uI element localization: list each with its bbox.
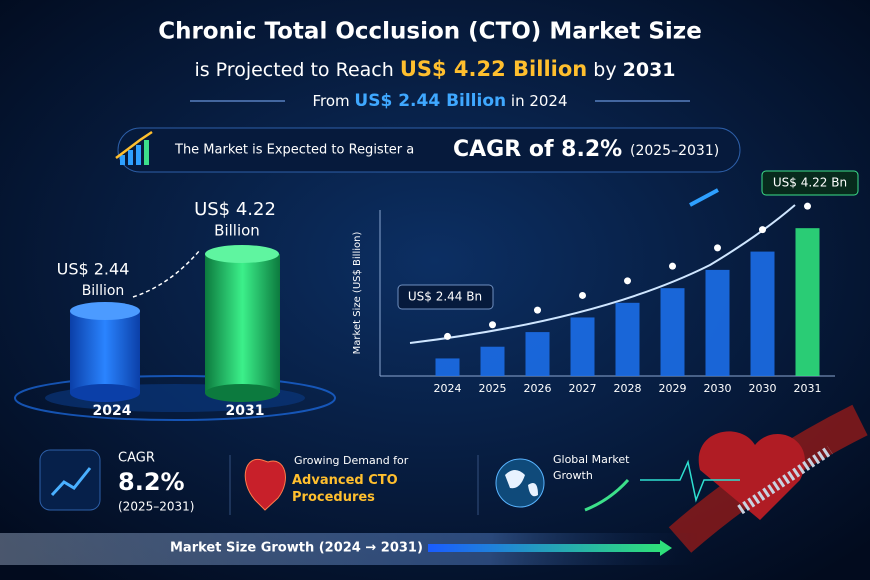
cylinder-amount: US$ 4.22 bbox=[194, 199, 276, 220]
x-tick-label: 2028 bbox=[614, 382, 642, 395]
y-axis-label: Market Size (US$ Billion) bbox=[352, 232, 363, 355]
banner-cagr: CAGR of 8.2% bbox=[453, 137, 622, 162]
x-tick-label: 2026 bbox=[524, 382, 552, 395]
bar-dot bbox=[579, 291, 586, 299]
cylinder-unit: Billion bbox=[82, 283, 125, 299]
banner-period: (2025–2031) bbox=[630, 143, 719, 159]
pulse bbox=[640, 459, 740, 503]
banner-icon bbox=[115, 130, 153, 165]
heart bbox=[698, 431, 806, 520]
footer-bar-label: Market Size Growth (2024 → 2031) bbox=[170, 541, 423, 556]
cylinder-year: 2024 bbox=[93, 403, 132, 419]
bar bbox=[480, 346, 505, 376]
stent bbox=[737, 445, 833, 515]
bar bbox=[705, 269, 730, 376]
bar bbox=[525, 332, 550, 376]
banner-text: The Market is Expected to Register a bbox=[174, 143, 414, 158]
from-amount: US$ 2.44 Billion bbox=[354, 91, 506, 111]
bar bbox=[570, 317, 595, 376]
bar bbox=[660, 288, 685, 376]
card-title: Growing Demand for bbox=[294, 454, 409, 467]
x-tick-label: 2027 bbox=[569, 382, 597, 395]
bar-dot bbox=[759, 226, 766, 234]
from-part: in 2024 bbox=[511, 92, 568, 110]
x-tick-label: 2030 bbox=[704, 382, 732, 395]
from-part: From bbox=[312, 92, 349, 110]
bar-chart: Market Size (US$ Billion) US$ 2.44 Bn US… bbox=[352, 170, 859, 395]
cylinder-top bbox=[205, 245, 279, 263]
bar-dot bbox=[804, 202, 811, 210]
x-tick-label: 2029 bbox=[659, 382, 687, 395]
title: Chronic Total Occlusion (CTO) Market Siz… bbox=[158, 19, 702, 45]
x-tick-label: 2031 bbox=[794, 382, 822, 395]
subtitle-part: is Projected to Reach bbox=[194, 59, 393, 81]
annotation-box bbox=[397, 284, 494, 310]
bar-dot bbox=[444, 332, 451, 340]
cagr-icon bbox=[39, 449, 101, 511]
cagr-icon-line bbox=[50, 467, 92, 497]
trend-arrow bbox=[689, 188, 719, 207]
cylinder-2024 bbox=[70, 311, 140, 393]
subtitle-year: 2031 bbox=[623, 59, 676, 81]
subtitle-amount: US$ 4.22 Billion bbox=[400, 57, 587, 81]
bar-dot bbox=[714, 244, 721, 252]
subtitle: is Projected to Reach US$ 4.22 Billion b… bbox=[194, 57, 675, 81]
card-title: Global Market Growth bbox=[553, 453, 630, 482]
card-value-box: Advanced CTO Procedures bbox=[292, 473, 398, 505]
footer-arrowhead bbox=[660, 540, 672, 556]
x-tick-label: 2024 bbox=[434, 382, 462, 395]
growth-arrow bbox=[584, 478, 630, 512]
card-period: (2025–2031) bbox=[118, 500, 194, 514]
globe-land bbox=[505, 470, 538, 497]
x-tick-label: 2025 bbox=[479, 382, 507, 395]
bar bbox=[750, 251, 775, 376]
heart-icon bbox=[244, 458, 286, 511]
subtitle-part: by bbox=[593, 59, 616, 81]
cylinder-year: 2031 bbox=[226, 403, 265, 419]
card-value: 8.2% bbox=[118, 468, 185, 496]
cylinder-amount: US$ 2.44 bbox=[57, 260, 130, 279]
bar bbox=[615, 302, 640, 376]
cylinder-top bbox=[70, 302, 140, 320]
bar bbox=[795, 228, 820, 376]
growth-arrow bbox=[132, 249, 201, 298]
card-title: CAGR bbox=[118, 451, 155, 466]
annotation-box bbox=[761, 170, 859, 196]
cylinder-base bbox=[205, 384, 279, 402]
annotation: US$ 2.44 Bn bbox=[408, 290, 482, 304]
footer-arrow bbox=[428, 544, 660, 552]
from-line: From US$ 2.44 Billion in 2024 bbox=[312, 91, 567, 111]
bar-dot bbox=[489, 321, 496, 329]
banner bbox=[117, 127, 741, 173]
cylinder-unit: Billion bbox=[214, 222, 260, 240]
bar-dot bbox=[669, 262, 676, 270]
card-value: Advanced CTO Procedures bbox=[292, 473, 398, 505]
x-tick-label: 2030 bbox=[749, 382, 777, 395]
cylinder-base bbox=[70, 384, 140, 402]
bar-dot bbox=[624, 277, 631, 285]
platform bbox=[14, 375, 336, 421]
cylinder-2031 bbox=[205, 254, 280, 393]
bar-dot bbox=[534, 306, 541, 314]
card-title-box: Global Market Growth bbox=[553, 453, 630, 482]
bar bbox=[435, 358, 460, 376]
annotation: US$ 4.22 Bn bbox=[773, 176, 847, 190]
